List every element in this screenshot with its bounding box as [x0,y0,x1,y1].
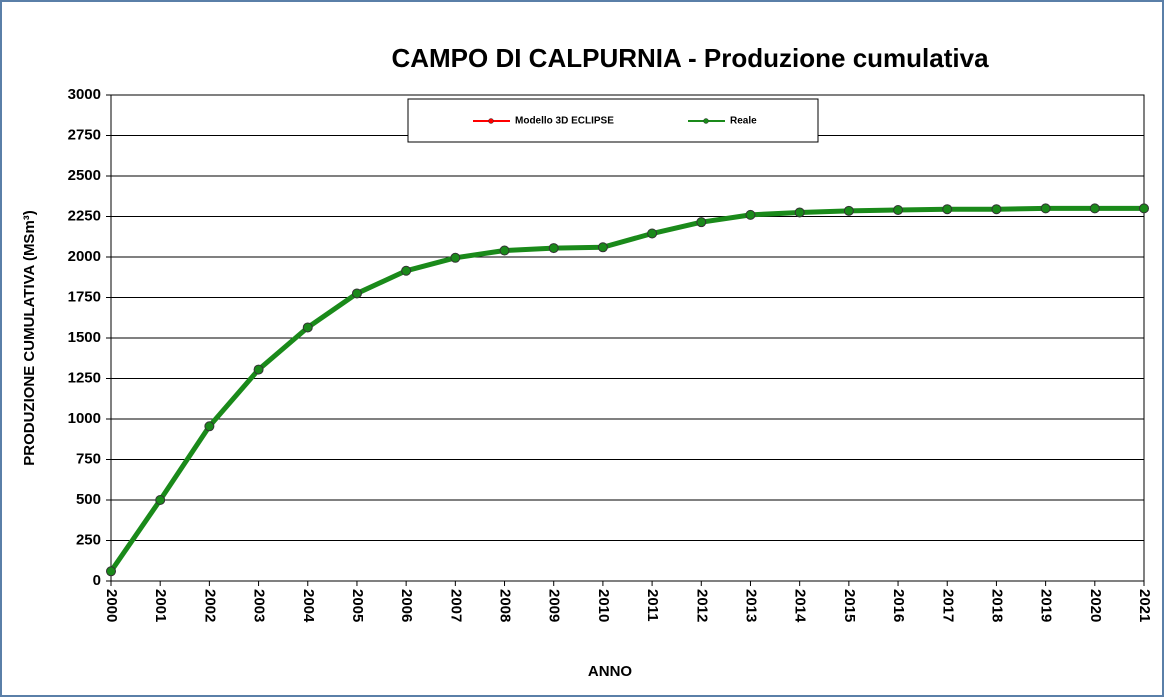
x-tick-label: 2005 [349,589,366,622]
data-point [597,242,608,253]
legend-label: Modello 3D ECLIPSE [515,116,614,127]
x-tick-label: 2017 [939,589,956,622]
y-tick-label: 2750 [68,126,101,143]
data-point [1139,203,1149,214]
data-point [204,421,215,432]
y-tick-label: 2000 [68,248,101,265]
data-point [450,252,461,263]
x-tick-label: 2019 [1038,589,1055,622]
data-point [106,566,116,577]
data-point [1040,203,1051,214]
x-tick-label: 2009 [546,589,563,622]
legend-label: Reale [730,116,757,127]
x-tick-label: 2002 [201,589,218,622]
data-point [696,217,707,228]
x-tick-label: 2020 [1087,589,1104,622]
x-tick-label: 2021 [1136,589,1153,622]
data-point [745,209,756,220]
y-tick-label: 3000 [68,86,101,103]
legend-marker [488,118,494,124]
x-tick-label: 2008 [497,589,514,622]
chart-title: CAMPO DI CALPURNIA - Produzione cumulati… [391,43,989,73]
y-tick-label: 0 [93,572,101,589]
data-point [253,364,264,375]
x-tick-label: 2010 [595,589,612,622]
plot-border [110,94,1145,582]
y-tick-label: 1750 [68,288,101,305]
data-point [893,205,904,216]
x-tick-label: 2003 [251,589,268,622]
data-point [351,288,362,299]
data-point [794,207,805,218]
x-axis-label: ANNO [588,663,632,680]
y-tick-label: 750 [76,450,101,467]
y-tick-label: 1250 [68,369,101,386]
series-line [108,205,1144,573]
y-tick-label: 2500 [68,167,101,184]
data-point [942,204,953,215]
data-point [401,265,412,276]
data-point [843,205,854,216]
x-tick-label: 2011 [644,589,661,622]
x-tick-label: 2016 [890,589,907,622]
y-axis-label: PRODUZIONE CUMULATIVA (MSm³) [21,210,38,466]
x-tick-label: 2015 [841,589,858,622]
x-tick-label: 2000 [103,589,120,622]
x-tick-label: 2018 [988,589,1005,622]
data-point [155,495,166,505]
data-point [991,204,1002,215]
data-point [1089,203,1100,214]
data-point [499,245,510,256]
legend-marker [703,118,709,124]
y-tick-label: 1500 [68,329,101,346]
data-point [302,322,313,333]
x-tick-label: 2001 [152,589,169,622]
data-point [647,228,658,239]
y-tick-label: 500 [76,491,101,508]
x-tick-label: 2014 [792,589,809,623]
data-point [548,243,559,254]
x-tick-label: 2004 [300,589,317,623]
x-tick-label: 2012 [693,589,710,622]
x-tick-label: 2007 [447,589,464,622]
x-tick-label: 2006 [398,589,415,622]
y-tick-label: 1000 [68,410,101,427]
x-tick-label: 2013 [743,589,760,622]
y-tick-label: 250 [76,531,101,548]
y-tick-label: 2250 [68,207,101,224]
